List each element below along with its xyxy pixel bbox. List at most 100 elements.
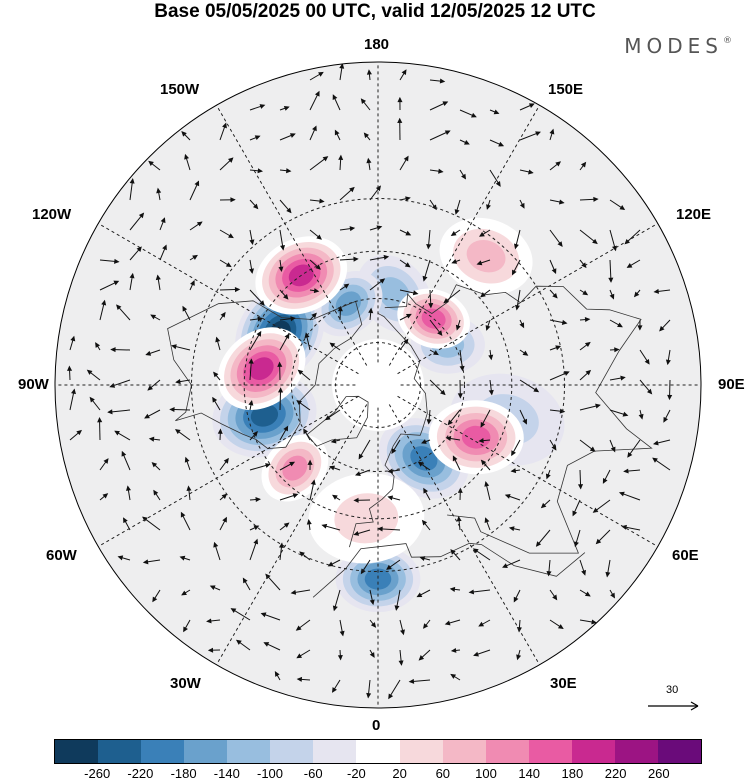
wind-vector-head <box>659 325 665 332</box>
lon-label-90w: 90W <box>18 376 49 393</box>
wind-vector-head <box>377 526 383 532</box>
wind-vector-head <box>248 358 254 364</box>
wind-vector-head <box>221 493 228 500</box>
wind-vector-head <box>522 350 529 356</box>
wind-vector-head <box>511 450 516 457</box>
meridian <box>98 395 359 547</box>
wind-vector-head <box>450 549 456 555</box>
wind-vector-head <box>256 330 262 337</box>
coastline <box>167 300 363 450</box>
lon-label-60e: 60E <box>672 547 699 564</box>
wind-vector-head <box>528 169 534 175</box>
colorbar-segment <box>442 740 486 763</box>
wind-vector-head <box>155 274 161 281</box>
brand-logo: MODES® <box>624 34 732 58</box>
wind-vector-head <box>403 338 409 345</box>
coastlines <box>167 284 653 598</box>
wind-vector-head <box>412 290 419 296</box>
wind-vector-head <box>584 317 591 323</box>
wind-vector-head <box>102 493 109 499</box>
wind-vector-head <box>638 413 644 420</box>
wind-vector-head <box>334 129 340 136</box>
wind-vector-head <box>444 130 451 136</box>
wind-vector-head <box>450 230 457 237</box>
arrow-right-icon <box>648 701 699 711</box>
colorbar-tick-label: 20 <box>392 766 407 781</box>
wind-vector-head <box>405 313 412 319</box>
wind-vector-head <box>558 199 565 205</box>
wind-vector-head <box>546 571 552 577</box>
wind-vector-head <box>353 256 359 262</box>
wind-vector-head <box>265 463 271 468</box>
wind-vector-head <box>337 305 343 312</box>
wind-vector-head <box>252 203 259 210</box>
wind-vector-head <box>332 494 338 500</box>
wind-vector-head <box>175 379 181 385</box>
wind-vector-head <box>457 393 463 399</box>
wind-vector-head <box>71 388 76 395</box>
graticule <box>55 62 701 708</box>
wind-vector-head <box>86 369 93 375</box>
wind-vector-head <box>312 125 317 132</box>
wind-vector-head <box>479 231 485 237</box>
wind-vector-head <box>257 316 263 322</box>
wind-vector-head <box>274 670 280 677</box>
wind-vector-head <box>437 330 443 336</box>
wind-vector-head <box>136 246 142 253</box>
wind-vector-head <box>283 294 289 300</box>
wind-vector-head <box>310 479 316 486</box>
wind-vector-head <box>495 181 501 187</box>
lon-label-150w: 150W <box>160 81 200 98</box>
colorbar-segment <box>614 740 658 763</box>
wind-vector-head <box>284 333 290 340</box>
wind-vector-head <box>423 487 429 494</box>
wind-vector-head <box>174 429 181 435</box>
wind-vector-head <box>646 388 653 395</box>
wind-vector-head <box>259 104 266 109</box>
wind-vector-head <box>593 196 599 202</box>
wind-vector-head <box>486 204 491 210</box>
wind-vector-head <box>522 418 528 425</box>
wind-vector-head <box>473 651 479 657</box>
wind-vector-head <box>209 585 216 591</box>
wind-vector-head <box>366 157 372 164</box>
wind-vector-head <box>101 299 107 306</box>
wind-vector-head <box>405 230 412 236</box>
wind-vector-head <box>319 198 325 204</box>
colorbar-segment <box>485 740 529 763</box>
wind-vector-head <box>540 502 547 509</box>
wind-vector-head <box>426 419 432 425</box>
wind-vector-head <box>289 133 296 138</box>
wind-vector-head <box>493 109 500 115</box>
wind-vector-head <box>223 457 229 464</box>
colorbar-segment <box>141 740 185 763</box>
wind-vector-head <box>306 519 312 525</box>
wind-vector-head <box>416 592 423 598</box>
wind-vector-head <box>113 280 120 286</box>
wind-vector-head <box>478 438 484 444</box>
wind-vector-head <box>222 122 227 129</box>
wind-vector-head <box>145 350 152 356</box>
wind-vector-head <box>263 642 270 647</box>
wind-vector-head <box>142 559 149 565</box>
wind-vector-head <box>289 461 296 467</box>
wind-vector-head <box>472 548 479 554</box>
wind-vector-head <box>421 519 428 526</box>
wind-vector-head <box>533 387 540 393</box>
wind-vector-head <box>552 293 558 299</box>
wind-vector-head <box>228 233 234 239</box>
meridian <box>98 223 359 375</box>
wind-vector-head <box>280 244 285 251</box>
lon-label-120e: 120E <box>676 206 712 223</box>
wind-vector-head <box>234 287 241 293</box>
wind-vector-head <box>76 429 83 436</box>
wind-vector-head <box>418 655 425 661</box>
colorbar-segment <box>55 740 99 763</box>
wind-vector-head <box>484 517 490 524</box>
wind-vector-head <box>555 345 562 351</box>
colorbar-ticks: -260 -220 -180 -140 -100 -60 -20 20 60 100 140 180 2… <box>0 766 750 783</box>
wind-vector-head <box>121 450 127 457</box>
wind-vector-head <box>283 106 290 111</box>
wind-vector-head <box>316 234 322 240</box>
colorbar-segment <box>98 740 142 763</box>
